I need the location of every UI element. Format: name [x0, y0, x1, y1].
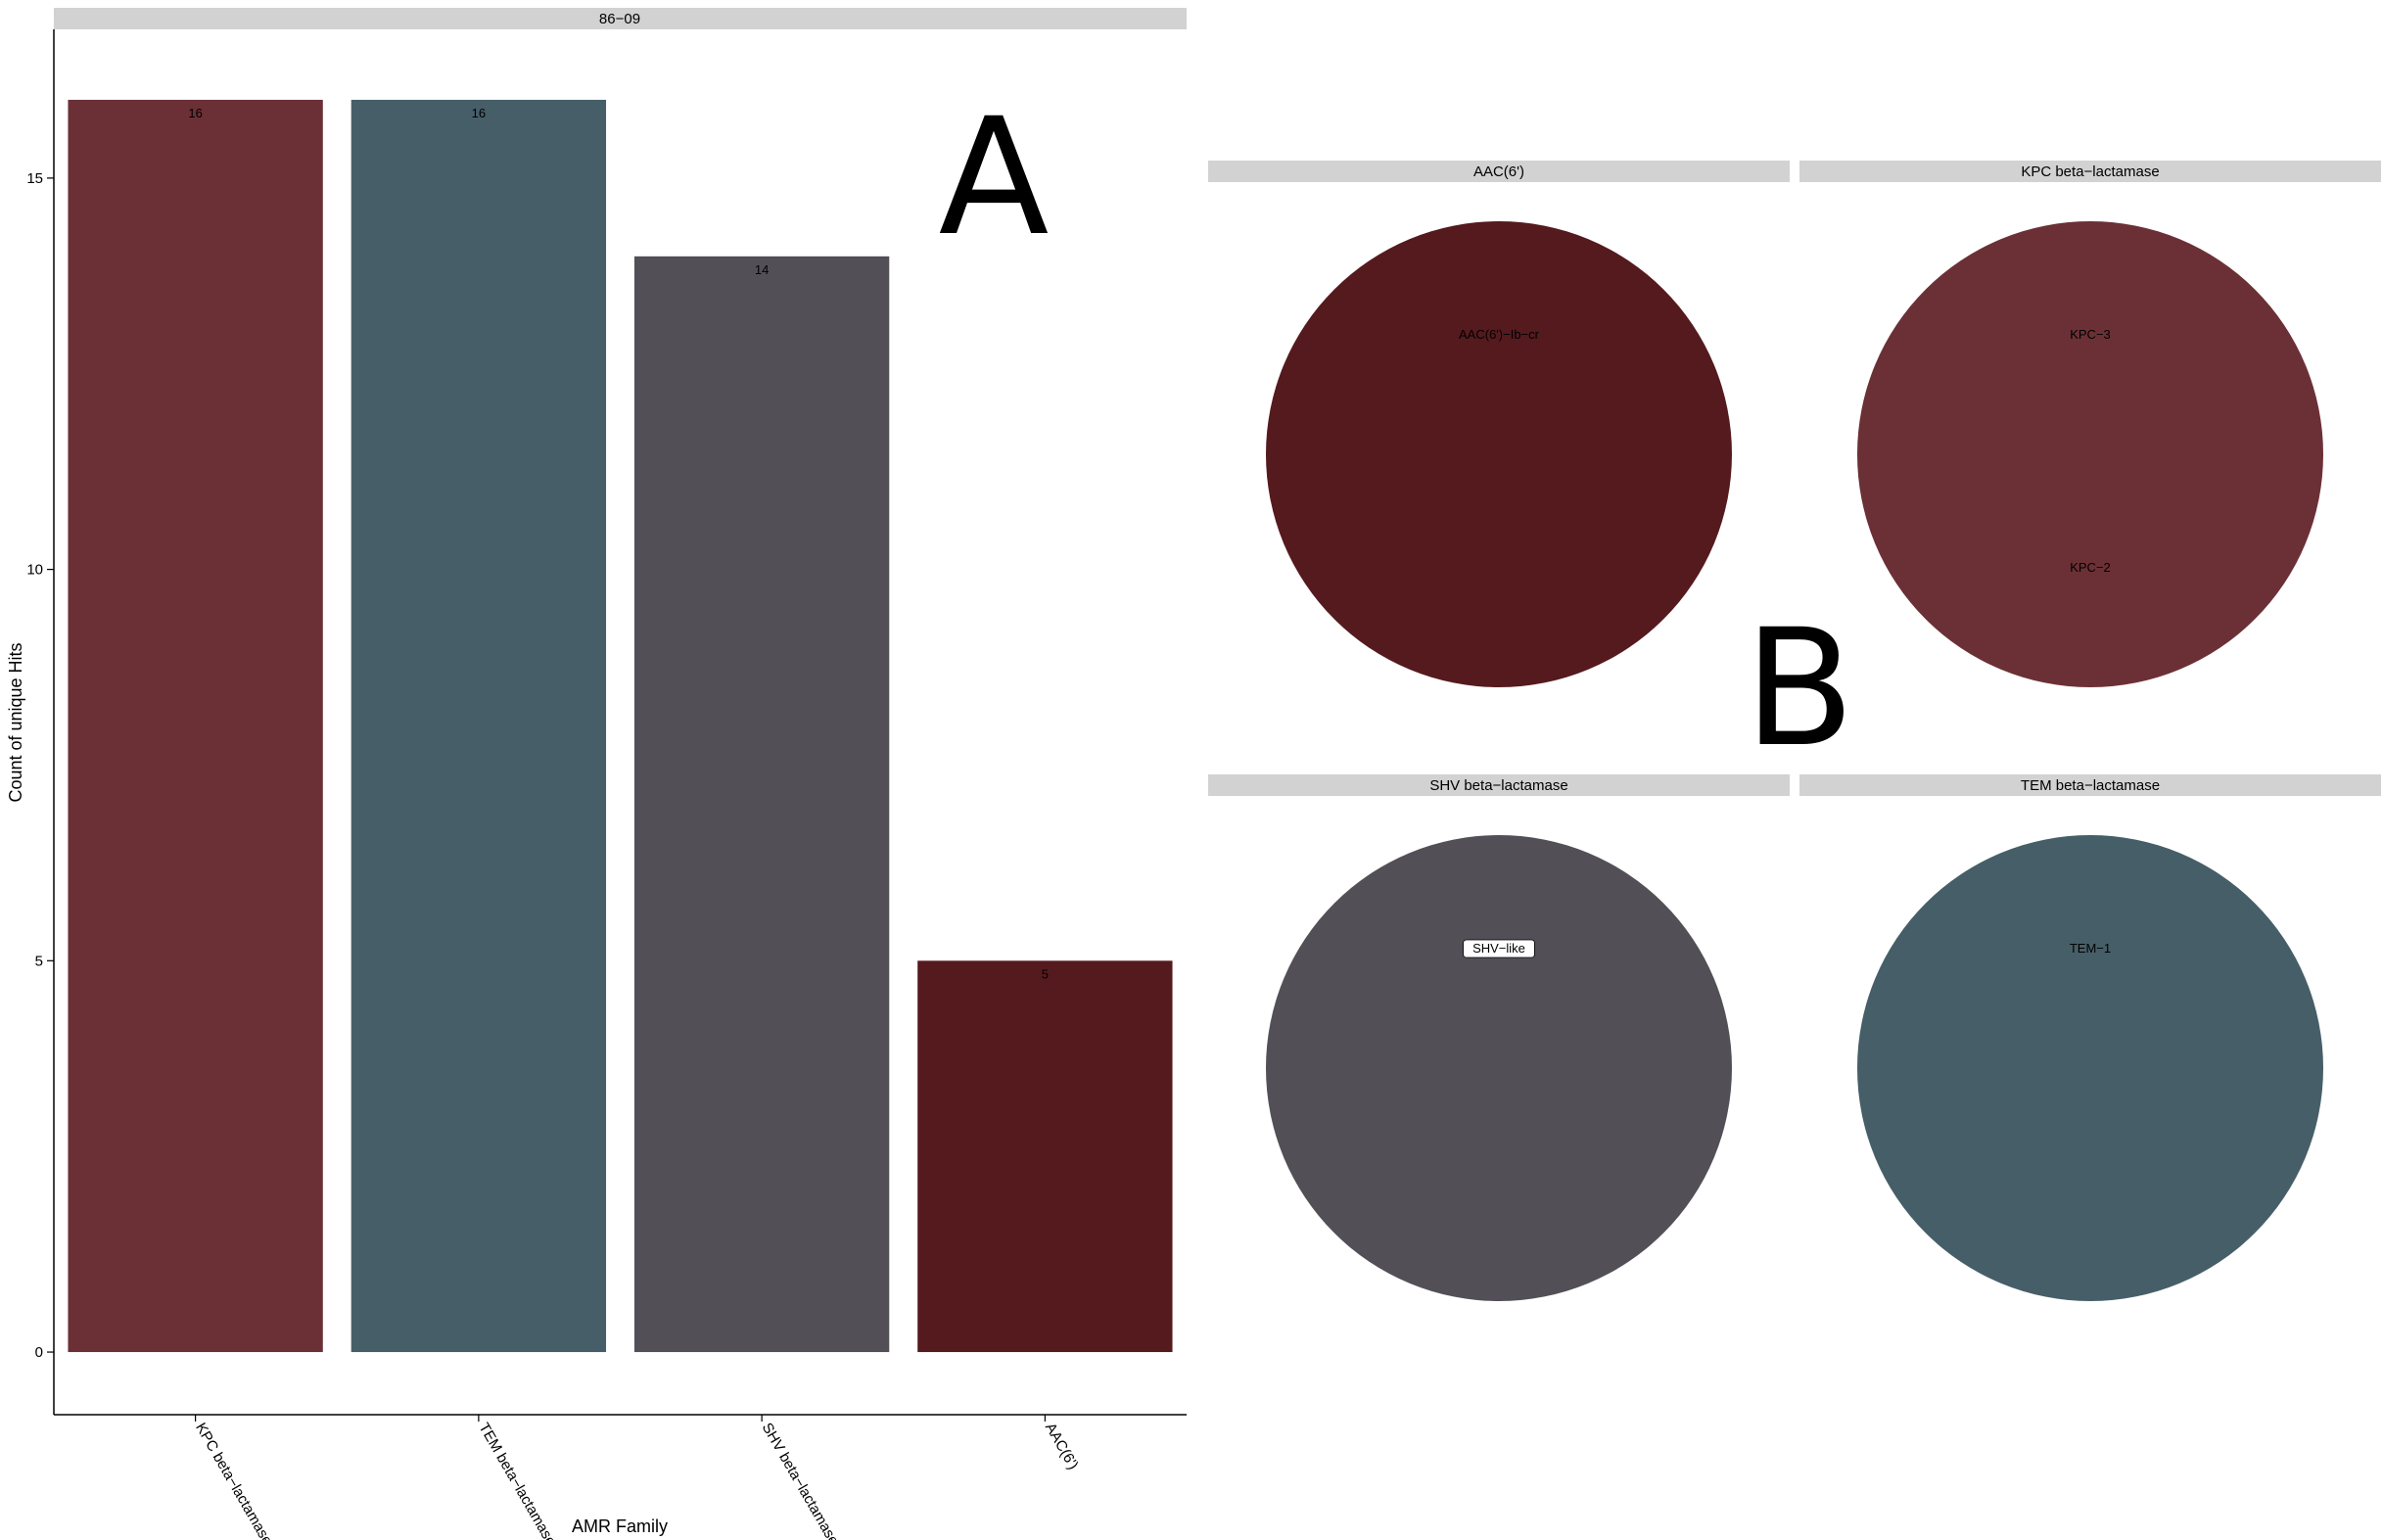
- facet-strip-label: SHV beta−lactamase: [1429, 777, 1567, 794]
- bar-value-label: 16: [188, 106, 202, 120]
- pie-facet: KPC beta−lactamase KPC−3 KPC−2: [1799, 161, 2381, 687]
- facet-strip: [1208, 161, 1790, 182]
- pie-slice-label: SHV−like: [1472, 941, 1525, 956]
- bar: [917, 960, 1173, 1353]
- pie-slice: [1857, 221, 2323, 687]
- pie-slice-label: TEM−1: [2070, 941, 2111, 956]
- bar-value-label: 14: [755, 262, 769, 277]
- facet-strip: [1799, 774, 2381, 796]
- bar: [350, 99, 607, 1353]
- bars-group: [68, 99, 1173, 1353]
- pie-label-box: [1463, 939, 1535, 958]
- y-axis-title: Count of unique Hits: [6, 642, 25, 802]
- facet-strip-label: AAC(6'): [1473, 163, 1524, 180]
- bar-labels-group: 16 16 14 5: [188, 106, 1049, 981]
- panel-letter-a: A: [939, 83, 1050, 271]
- pie-facet: SHV beta−lactamase SHV−like: [1208, 774, 1790, 1301]
- pie-facet: TEM beta−lactamase TEM−1: [1799, 774, 2381, 1301]
- x-axis-title: AMR Family: [572, 1517, 668, 1536]
- facet-strip-label: KPC beta−lactamase: [2021, 163, 2159, 180]
- bar: [633, 256, 890, 1353]
- y-tick-label: 10: [26, 562, 43, 579]
- pie-slice-label: KPC−2: [2070, 560, 2111, 575]
- y-tick-label: 5: [35, 953, 43, 969]
- y-tick-label: 0: [35, 1344, 43, 1361]
- pie-slice: [1857, 835, 2323, 1301]
- x-tick-label: SHV beta−lactamase: [759, 1421, 842, 1540]
- x-tick-label: KPC beta−lactamase: [192, 1421, 275, 1540]
- x-tick-label: TEM beta−lactamase: [475, 1421, 559, 1540]
- panel-letter-b: B: [1744, 594, 1854, 782]
- facet-strip-label: TEM beta−lactamase: [2021, 777, 2160, 794]
- facet-strip: [54, 8, 1187, 29]
- pie-slice: [1266, 835, 1732, 1301]
- facet-strip: [1208, 774, 1790, 796]
- pie-slice: [1266, 221, 1732, 687]
- y-tick-label: 15: [26, 170, 43, 187]
- facet-strip: [1799, 161, 2381, 182]
- bar-value-label: 5: [1042, 966, 1049, 981]
- pie-slice-label: KPC−3: [2070, 327, 2111, 342]
- x-tick-label: AAC(6'): [1042, 1421, 1082, 1473]
- pie-slice-label: AAC(6')−Ib−cr: [1459, 327, 1540, 342]
- y-ticks-group: 0 5 10 15: [26, 170, 54, 1361]
- facet-strip-label: 86−09: [599, 11, 640, 27]
- panel-a-bar-chart: 86−09 16 16 14 5 0 5 10 15 KPC beta−lactamase T…: [6, 8, 1187, 1540]
- bar: [68, 99, 323, 1353]
- bar-value-label: 16: [472, 106, 486, 120]
- pie-facet: AAC(6') AAC(6')−Ib−cr: [1208, 161, 1790, 687]
